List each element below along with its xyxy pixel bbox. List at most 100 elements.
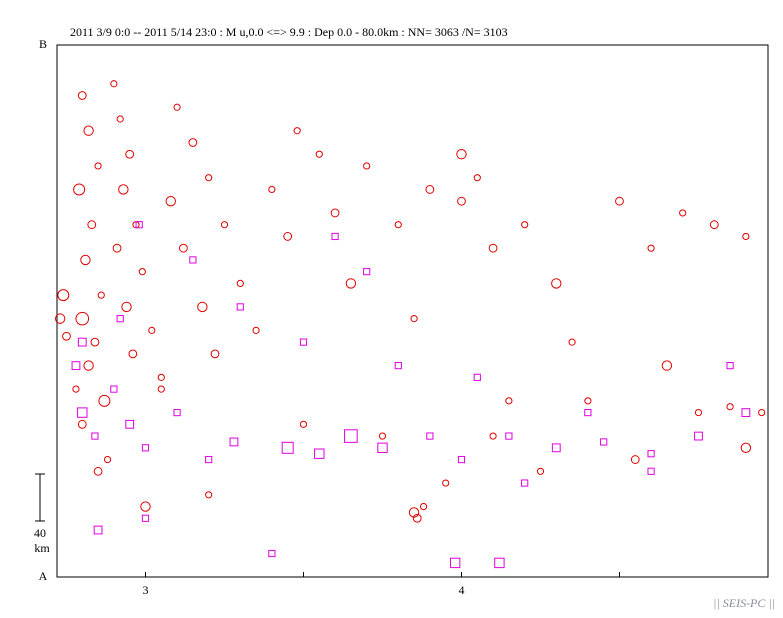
circle-point [425, 185, 435, 194]
y-top-label: B [39, 37, 47, 51]
footer: || SEIS-PC || [713, 596, 775, 610]
square-point [331, 232, 339, 241]
circle-point [90, 337, 100, 347]
circle-point [62, 331, 71, 341]
square-point [71, 361, 81, 371]
circle-point [661, 360, 673, 371]
circle-point [419, 502, 428, 511]
square-point [584, 408, 592, 417]
circle-point [457, 196, 466, 206]
circle-point [742, 232, 750, 241]
square-point [141, 444, 150, 452]
circle-point [315, 150, 323, 158]
square-point [236, 303, 244, 311]
circle-point [615, 196, 624, 206]
circle-point [268, 185, 276, 194]
square-point [647, 450, 655, 458]
chart-title: 2011 3/9 0:0 -- 2011 5/14 23:0 : M u,0.0… [70, 25, 508, 39]
circle-point [94, 162, 102, 170]
circle-point [568, 338, 576, 346]
circle-point [157, 385, 165, 393]
circle-point [121, 301, 132, 313]
circle-point [442, 479, 450, 487]
square-point [189, 256, 197, 264]
square-point [494, 557, 505, 569]
y-bottom-label: A [39, 569, 48, 583]
circle-point [83, 360, 94, 371]
square-point [449, 557, 461, 569]
circle-point [726, 403, 734, 411]
square-point [726, 362, 734, 370]
circle-point [412, 513, 422, 523]
circle-point [93, 466, 103, 476]
square-point [281, 441, 294, 454]
circle-point [97, 291, 105, 299]
circle-point [709, 220, 719, 230]
circle-point [630, 455, 640, 464]
circle-point [98, 394, 111, 407]
circle-point [551, 278, 562, 289]
square-point [229, 437, 239, 447]
circle-point [488, 243, 498, 253]
circle-point [138, 268, 146, 276]
circle-point [378, 432, 387, 440]
x-tick-label: 3 [142, 583, 148, 597]
circle-point [128, 349, 138, 359]
square-point [299, 338, 308, 346]
circle-point [521, 221, 529, 229]
circle-point [140, 501, 151, 512]
circle-point [75, 311, 90, 326]
circle-point [299, 420, 308, 428]
circle-point [410, 315, 418, 323]
circle-point [77, 91, 87, 100]
square-point [363, 268, 371, 276]
circle-point [148, 326, 156, 334]
square-point [600, 438, 608, 446]
circle-point [57, 289, 70, 302]
circle-point [758, 408, 766, 417]
circle-point [110, 80, 118, 88]
square-point [93, 525, 103, 535]
square-point [426, 432, 434, 440]
circle-point [112, 243, 122, 253]
circle-point [456, 149, 467, 160]
square-point [457, 455, 466, 464]
circle-point [72, 385, 80, 393]
square-point [268, 549, 276, 558]
square-point [205, 455, 213, 464]
circle-point [505, 397, 513, 405]
circle-point [205, 491, 213, 499]
square-point [135, 221, 143, 229]
circle-point [473, 174, 481, 182]
square-point [521, 479, 529, 487]
square-point [741, 408, 751, 417]
circle-point [165, 195, 176, 207]
square-point [473, 373, 481, 381]
square-point [77, 337, 87, 347]
circle-point [77, 419, 87, 429]
square-point [91, 432, 99, 440]
square-point [116, 315, 124, 323]
circle-point [536, 467, 545, 475]
circle-point [345, 278, 357, 289]
square-point [141, 514, 150, 522]
circle-point [80, 254, 91, 266]
circle-point [157, 373, 165, 381]
circle-point [584, 397, 592, 405]
square-point [551, 443, 561, 453]
circle-point [103, 455, 112, 464]
circle-point [116, 115, 124, 123]
circle-point [394, 221, 402, 229]
circle-point [220, 221, 229, 229]
square-point [173, 408, 181, 417]
square-point [314, 448, 325, 459]
square-point [344, 429, 358, 443]
x-tick-label: 4 [458, 583, 464, 597]
square-point [77, 407, 88, 418]
circle-point [83, 125, 94, 136]
circle-point [489, 432, 497, 440]
circle-point [408, 507, 420, 518]
circle-point [210, 349, 220, 359]
circle-point [252, 326, 260, 334]
